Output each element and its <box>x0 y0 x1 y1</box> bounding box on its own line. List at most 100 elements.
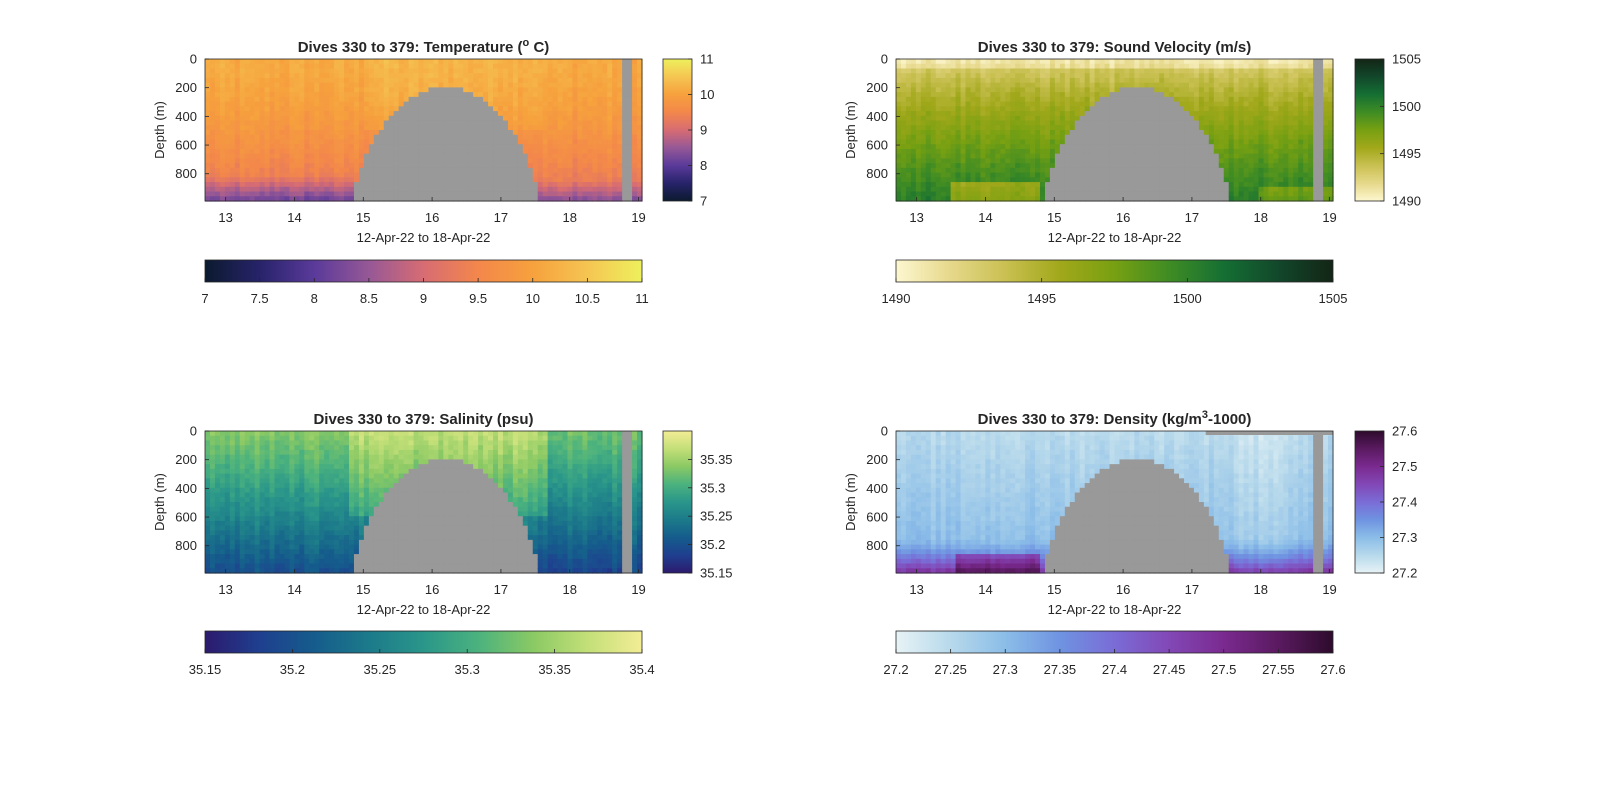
heatmap-cell <box>1015 148 1021 155</box>
heatmap-cell <box>517 92 524 98</box>
heatmap-cell <box>1248 158 1255 164</box>
heatmap-cell <box>517 59 524 65</box>
heatmap-cell <box>905 144 912 150</box>
heatmap-cell <box>254 158 261 164</box>
heatmap-cell <box>1030 158 1036 164</box>
heatmap-cell <box>294 191 300 197</box>
heatmap-cell <box>1213 148 1220 155</box>
heatmap-cell <box>1144 96 1150 103</box>
heatmap-cell <box>955 134 962 141</box>
heatmap-cell <box>483 73 489 79</box>
heatmap-cell <box>254 153 261 159</box>
heatmap-cell <box>378 73 385 79</box>
heatmap-cell <box>413 172 420 178</box>
heatmap-cell <box>234 73 241 79</box>
heatmap-cell <box>985 101 991 107</box>
heatmap-cell <box>254 130 261 136</box>
heatmap-cell <box>1164 82 1170 88</box>
heatmap-cell <box>612 101 618 107</box>
heatmap-cell <box>592 191 598 197</box>
heatmap-cell <box>1015 77 1021 84</box>
heatmap-cell <box>368 167 375 174</box>
heatmap-cell <box>1109 59 1116 65</box>
heatmap-cell <box>353 68 360 74</box>
heatmap-cell <box>478 96 484 103</box>
heatmap-cell <box>905 68 912 74</box>
heatmap-cell <box>1233 73 1240 79</box>
heatmap-cell <box>632 139 638 145</box>
heatmap-cell <box>289 139 295 145</box>
heatmap-cell <box>344 148 350 155</box>
heatmap-cell <box>1020 158 1026 164</box>
heatmap-cell <box>1114 120 1121 126</box>
heatmap-cell <box>970 177 977 183</box>
heatmap-cell <box>632 130 638 136</box>
heatmap-cell <box>592 186 598 193</box>
heatmap-cell <box>935 125 942 131</box>
heatmap-cell <box>299 172 305 178</box>
heatmap-cell <box>532 163 539 169</box>
heatmap-cell <box>1233 186 1240 193</box>
heatmap-cell <box>279 182 286 188</box>
heatmap-cell <box>358 115 365 122</box>
heatmap-cell <box>463 144 469 150</box>
heatmap-cell <box>915 186 922 193</box>
heatmap-cell <box>473 158 479 164</box>
heatmap-cell <box>960 182 967 188</box>
heatmap-cell <box>900 172 907 178</box>
heatmap-cell <box>1248 177 1255 183</box>
heatmap-cell <box>1035 130 1041 136</box>
heatmap-cell <box>1129 92 1135 98</box>
heatmap-cell <box>224 111 231 117</box>
heatmap-cell <box>1203 163 1210 169</box>
heatmap-cell <box>502 111 509 117</box>
heatmap-cell <box>1169 120 1175 126</box>
heatmap-cell <box>1025 191 1031 197</box>
heatmap-cell <box>1263 182 1270 188</box>
heatmap-cell <box>1213 125 1220 131</box>
heatmap-cell <box>935 82 942 88</box>
heatmap-cell <box>1179 191 1185 197</box>
heatmap-cell <box>1074 115 1081 122</box>
heatmap-cell <box>219 191 226 197</box>
heatmap-cell <box>940 59 947 65</box>
heatmap-cell <box>995 96 1001 103</box>
heatmap-cell <box>209 59 216 65</box>
heatmap-cell <box>1144 87 1150 93</box>
heatmap-cell <box>443 196 449 202</box>
heatmap-cell <box>1203 120 1210 126</box>
heatmap-cell <box>1268 96 1275 103</box>
heatmap-cell <box>488 182 494 188</box>
heatmap-cell <box>378 167 385 174</box>
heatmap-cell <box>368 96 375 103</box>
heatmap-cell <box>493 111 499 117</box>
heatmap-cell <box>408 153 415 159</box>
heatmap-cell <box>234 130 241 136</box>
heatmap-cell <box>279 148 286 155</box>
heatmap-cell <box>493 167 499 174</box>
heatmap-cell <box>1149 130 1155 136</box>
heatmap-cell <box>552 144 559 150</box>
heatmap-cell <box>363 63 370 70</box>
heatmap-cell <box>960 158 967 164</box>
heatmap-cell <box>493 139 499 145</box>
heatmap-cell <box>612 167 618 174</box>
heatmap-cell <box>1084 101 1091 107</box>
heatmap-cell <box>547 115 554 122</box>
heatmap-cell <box>319 101 325 107</box>
heatmap-cell <box>1228 163 1235 169</box>
heatmap-cell <box>572 163 579 169</box>
heatmap-cell <box>915 68 922 74</box>
heatmap-cell <box>453 167 459 174</box>
heatmap-cell <box>438 139 444 145</box>
heatmap-cell <box>339 148 345 155</box>
heatmap-cell <box>1139 125 1145 131</box>
heatmap-cell <box>1184 111 1190 117</box>
heatmap-cell <box>1169 111 1175 117</box>
heatmap-cell <box>1253 77 1260 84</box>
heatmap-cell <box>512 115 519 122</box>
heatmap-cell <box>239 144 246 150</box>
heatmap-cell <box>517 139 524 145</box>
heatmap-cell <box>219 163 226 169</box>
heatmap-cell <box>418 63 425 70</box>
